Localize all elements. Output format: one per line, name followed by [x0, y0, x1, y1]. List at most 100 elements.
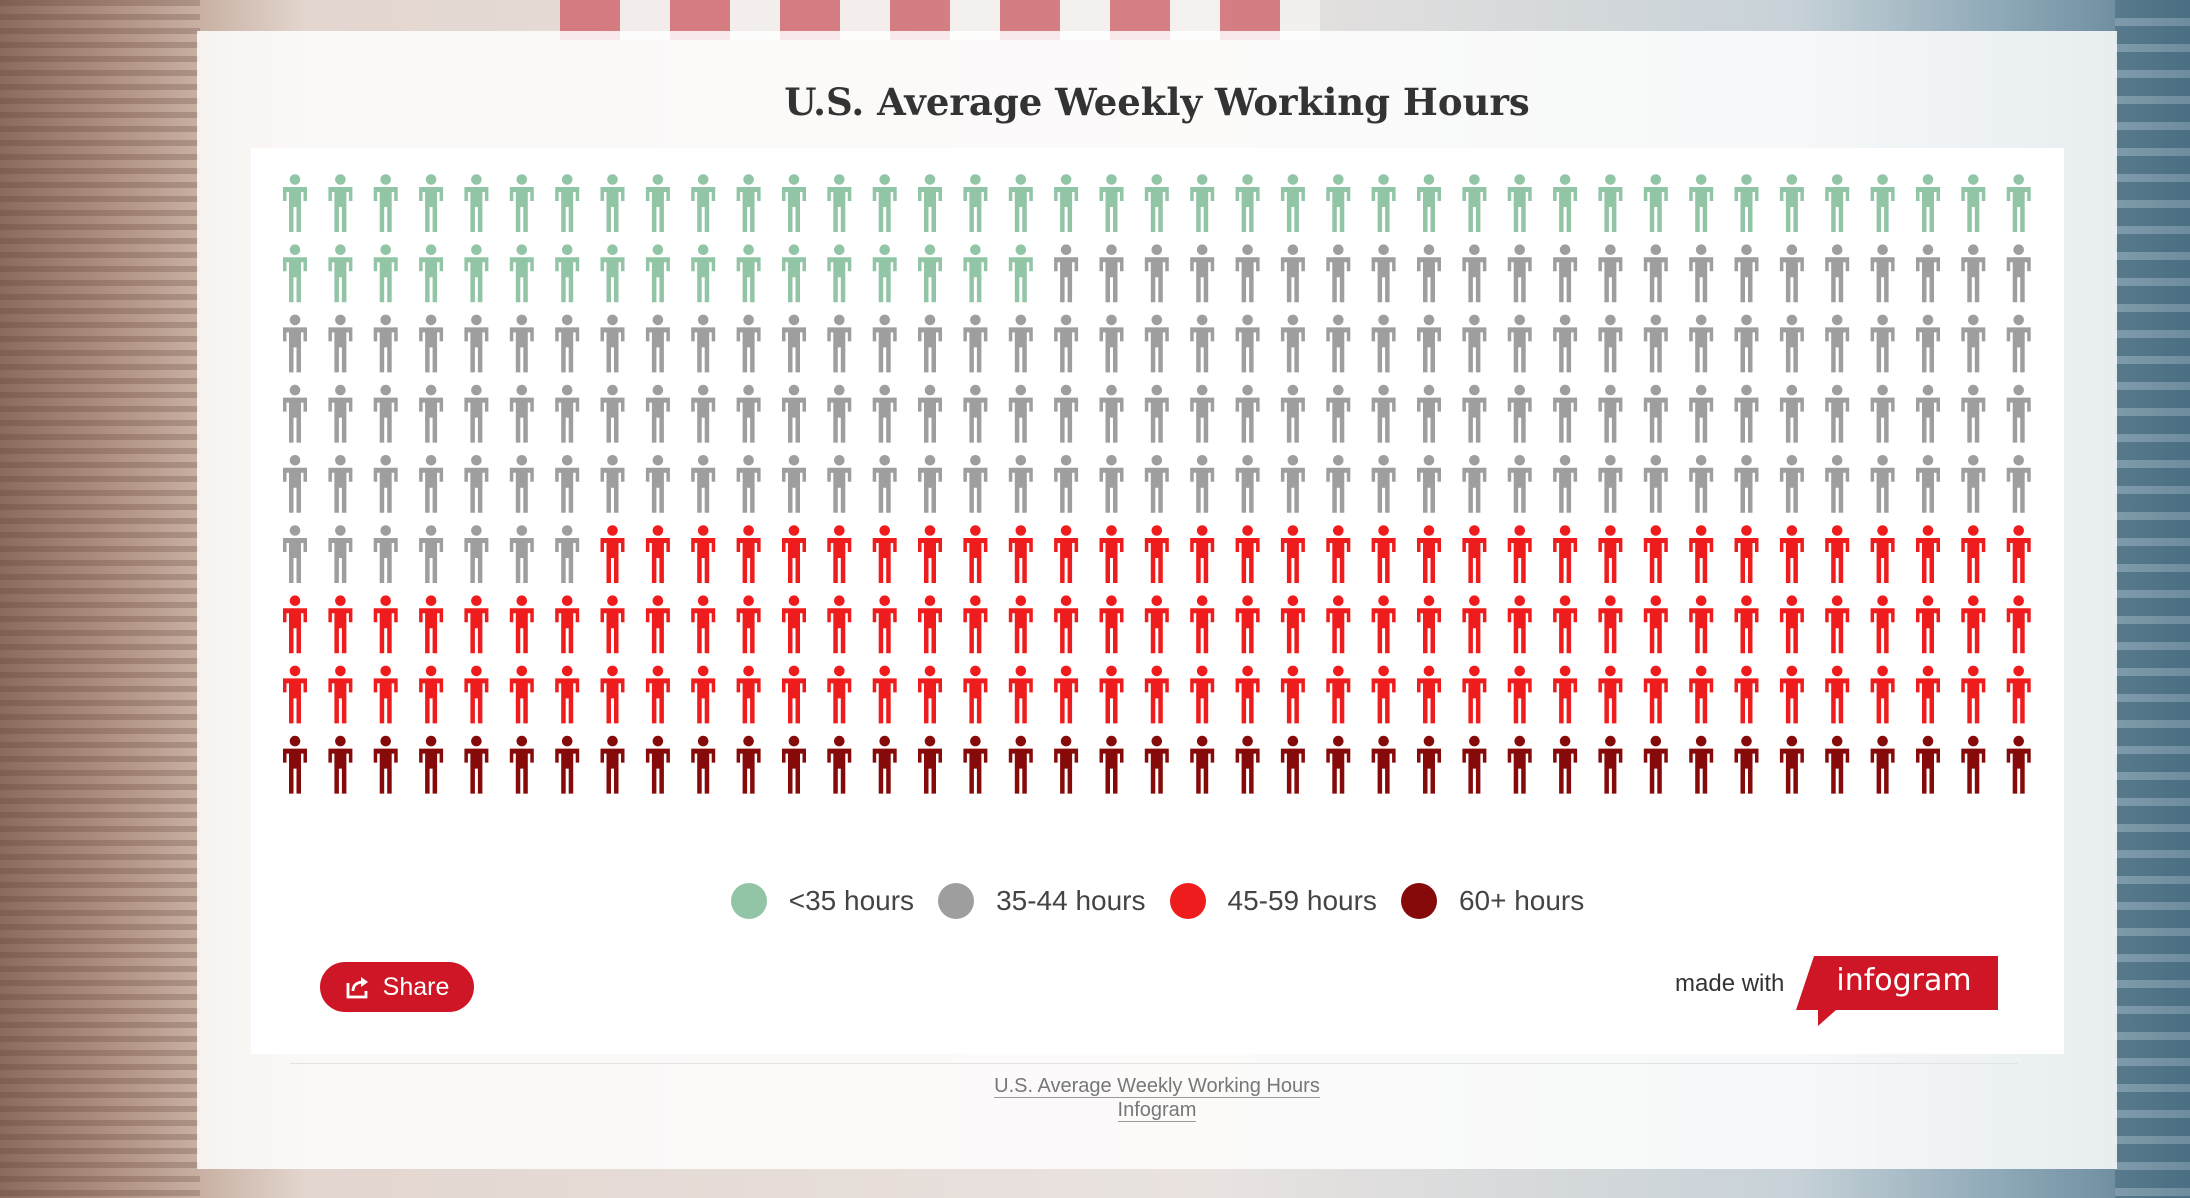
person-icon-45-59 [1553, 595, 1578, 654]
person-icon-35-44 [464, 314, 489, 373]
person-icon-45-59 [1779, 525, 1804, 583]
footer-source-link[interactable]: Infogram [1117, 1099, 1197, 1122]
person-icon-35-44 [963, 314, 988, 373]
person-icon-45-59 [1916, 595, 1940, 654]
infogram-logo[interactable]: infogram [1796, 956, 1998, 1026]
person-icon-35-44 [1280, 384, 1305, 443]
footer-title-link[interactable]: U.S. Average Weekly Working Hours [994, 1075, 1320, 1098]
share-button[interactable]: Share [320, 962, 474, 1012]
person-icon-45-59 [1190, 595, 1215, 654]
person-icon-35-44 [1371, 244, 1396, 303]
person-icon-45-59 [645, 665, 670, 724]
person-icon-45-59 [1326, 665, 1351, 724]
person-icon-35-44 [827, 314, 852, 373]
person-icon-60-plus [328, 735, 353, 794]
person-icon-35-44 [1326, 384, 1351, 443]
person-icon-35-44 [509, 384, 534, 443]
person-icon-35-44 [1099, 314, 1124, 373]
person-icon-45-59 [645, 525, 670, 583]
person-icon-35-44 [1235, 314, 1260, 373]
person-icon-under-35 [1054, 174, 1079, 232]
person-icon-35-44 [782, 384, 806, 443]
person-icon-45-59 [827, 665, 852, 724]
person-icon-under-35 [283, 174, 307, 232]
person-icon-35-44 [872, 384, 897, 443]
person-icon-45-59 [963, 525, 988, 583]
legend-swatch [938, 883, 975, 919]
person-icon-35-44 [1916, 314, 1940, 373]
person-icon-35-44 [782, 455, 806, 513]
person-icon-45-59 [1734, 525, 1759, 583]
person-icon-45-59 [918, 665, 942, 724]
person-icon-under-35 [918, 174, 942, 232]
person-icon-35-44 [328, 525, 353, 583]
person-icon-under-35 [419, 244, 444, 303]
person-icon-60-plus [1008, 735, 1033, 794]
person-icon-35-44 [1689, 455, 1714, 513]
person-icon-60-plus [1916, 735, 1940, 794]
person-icon-60-plus [1417, 735, 1441, 794]
person-icon-35-44 [872, 314, 897, 373]
person-icon-under-35 [736, 244, 761, 303]
person-icon-45-59 [1870, 595, 1895, 654]
person-icon-45-59 [1099, 665, 1124, 724]
person-icon-60-plus [1371, 735, 1396, 794]
person-icon-35-44 [1870, 244, 1895, 303]
person-icon-under-35 [963, 244, 988, 303]
person-icon-35-44 [1916, 384, 1940, 443]
person-icon-45-59 [1008, 525, 1033, 583]
person-icon-45-59 [1235, 525, 1260, 583]
person-icon-35-44 [827, 455, 852, 513]
person-icon-60-plus [1553, 735, 1578, 794]
person-icon-60-plus [2006, 735, 2031, 794]
person-icon-35-44 [1825, 244, 1850, 303]
person-icon-60-plus [373, 735, 398, 794]
person-icon-35-44 [1326, 455, 1351, 513]
person-icon-35-44 [555, 314, 580, 373]
person-icon-45-59 [1008, 595, 1033, 654]
person-icon-45-59 [782, 665, 806, 724]
person-icon-45-59 [1961, 665, 1986, 724]
person-icon-35-44 [1870, 455, 1895, 513]
person-icon-45-59 [1462, 595, 1487, 654]
person-icon-35-44 [1598, 314, 1623, 373]
person-icon-35-44 [1553, 384, 1578, 443]
person-icon-45-59 [918, 525, 942, 583]
person-icon-45-59 [283, 665, 307, 724]
person-icon-35-44 [782, 314, 806, 373]
person-icon-45-59 [509, 665, 534, 724]
person-icon-60-plus [1689, 735, 1714, 794]
pictogram-chart [283, 174, 2031, 794]
person-icon-35-44 [1507, 314, 1532, 373]
person-icon-35-44 [1825, 384, 1850, 443]
person-icon-60-plus [1870, 735, 1895, 794]
legend-item-45-59: 45-59 hours [1169, 883, 1377, 919]
person-icon-45-59 [464, 595, 489, 654]
person-icon-35-44 [1144, 314, 1169, 373]
person-icon-under-35 [419, 174, 444, 232]
person-icon-35-44 [691, 455, 716, 513]
person-icon-35-44 [1235, 455, 1260, 513]
person-icon-45-59 [1643, 525, 1668, 583]
person-icon-45-59 [328, 665, 353, 724]
person-icon-45-59 [736, 595, 761, 654]
logo-text: infogram [1836, 963, 1972, 998]
legend-swatch [1169, 883, 1206, 919]
person-icon-under-35 [555, 244, 580, 303]
person-icon-45-59 [2006, 525, 2031, 583]
person-icon-35-44 [600, 384, 625, 443]
person-icon-35-44 [1643, 244, 1668, 303]
person-icon-35-44 [1643, 384, 1668, 443]
person-icon-35-44 [963, 384, 988, 443]
person-icon-45-59 [872, 525, 897, 583]
person-icon-35-44 [1689, 314, 1714, 373]
person-icon-45-59 [1916, 665, 1940, 724]
person-icon-45-59 [1916, 525, 1940, 583]
person-icon-35-44 [419, 384, 444, 443]
person-icon-35-44 [918, 314, 942, 373]
person-icon-under-35 [1008, 174, 1033, 232]
person-icon-45-59 [1598, 665, 1623, 724]
person-icon-under-35 [827, 174, 852, 232]
person-icon-45-59 [1326, 595, 1351, 654]
person-icon-35-44 [509, 314, 534, 373]
